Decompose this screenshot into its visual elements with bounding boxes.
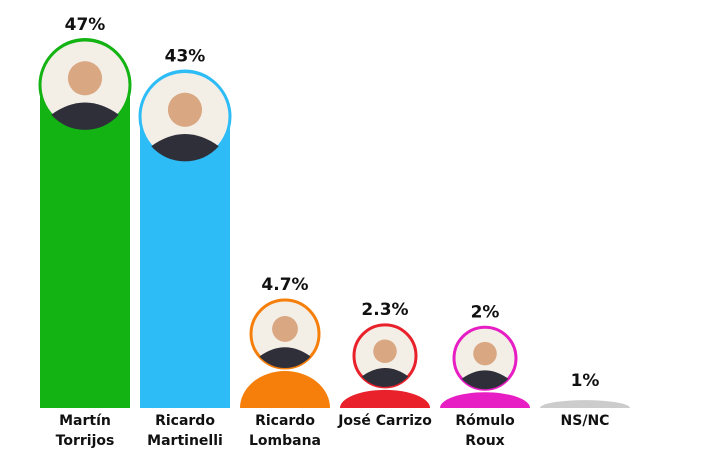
bar <box>40 38 130 408</box>
portrait-head <box>167 92 203 127</box>
portrait-head <box>473 341 497 366</box>
value-label: 2.3% <box>361 300 408 320</box>
bar <box>540 400 630 408</box>
category-label: Ricardo Lombana <box>248 413 321 449</box>
portrait-head <box>373 339 397 364</box>
category-label: Rómulo Roux <box>455 413 515 449</box>
category-label: José Carrizo <box>338 413 432 429</box>
portrait-head <box>272 315 298 342</box>
value-label: 47% <box>65 15 106 35</box>
portrait-body <box>151 134 219 162</box>
value-label: 43% <box>165 46 206 66</box>
portrait-body <box>259 347 311 368</box>
portrait-head <box>67 61 103 96</box>
portrait-body <box>361 367 409 387</box>
category-label: Ricardo Martinelli <box>147 413 223 449</box>
category-label: Martín Torrijos <box>55 413 115 449</box>
value-label: 2% <box>471 302 500 322</box>
value-label: 1% <box>571 371 600 391</box>
category-label: NS/NC <box>560 413 610 429</box>
bar <box>440 392 530 408</box>
value-label: 4.7% <box>261 275 308 295</box>
bar <box>340 389 430 408</box>
bar <box>240 371 330 408</box>
portrait-body <box>461 370 509 390</box>
portrait-body <box>51 102 119 130</box>
